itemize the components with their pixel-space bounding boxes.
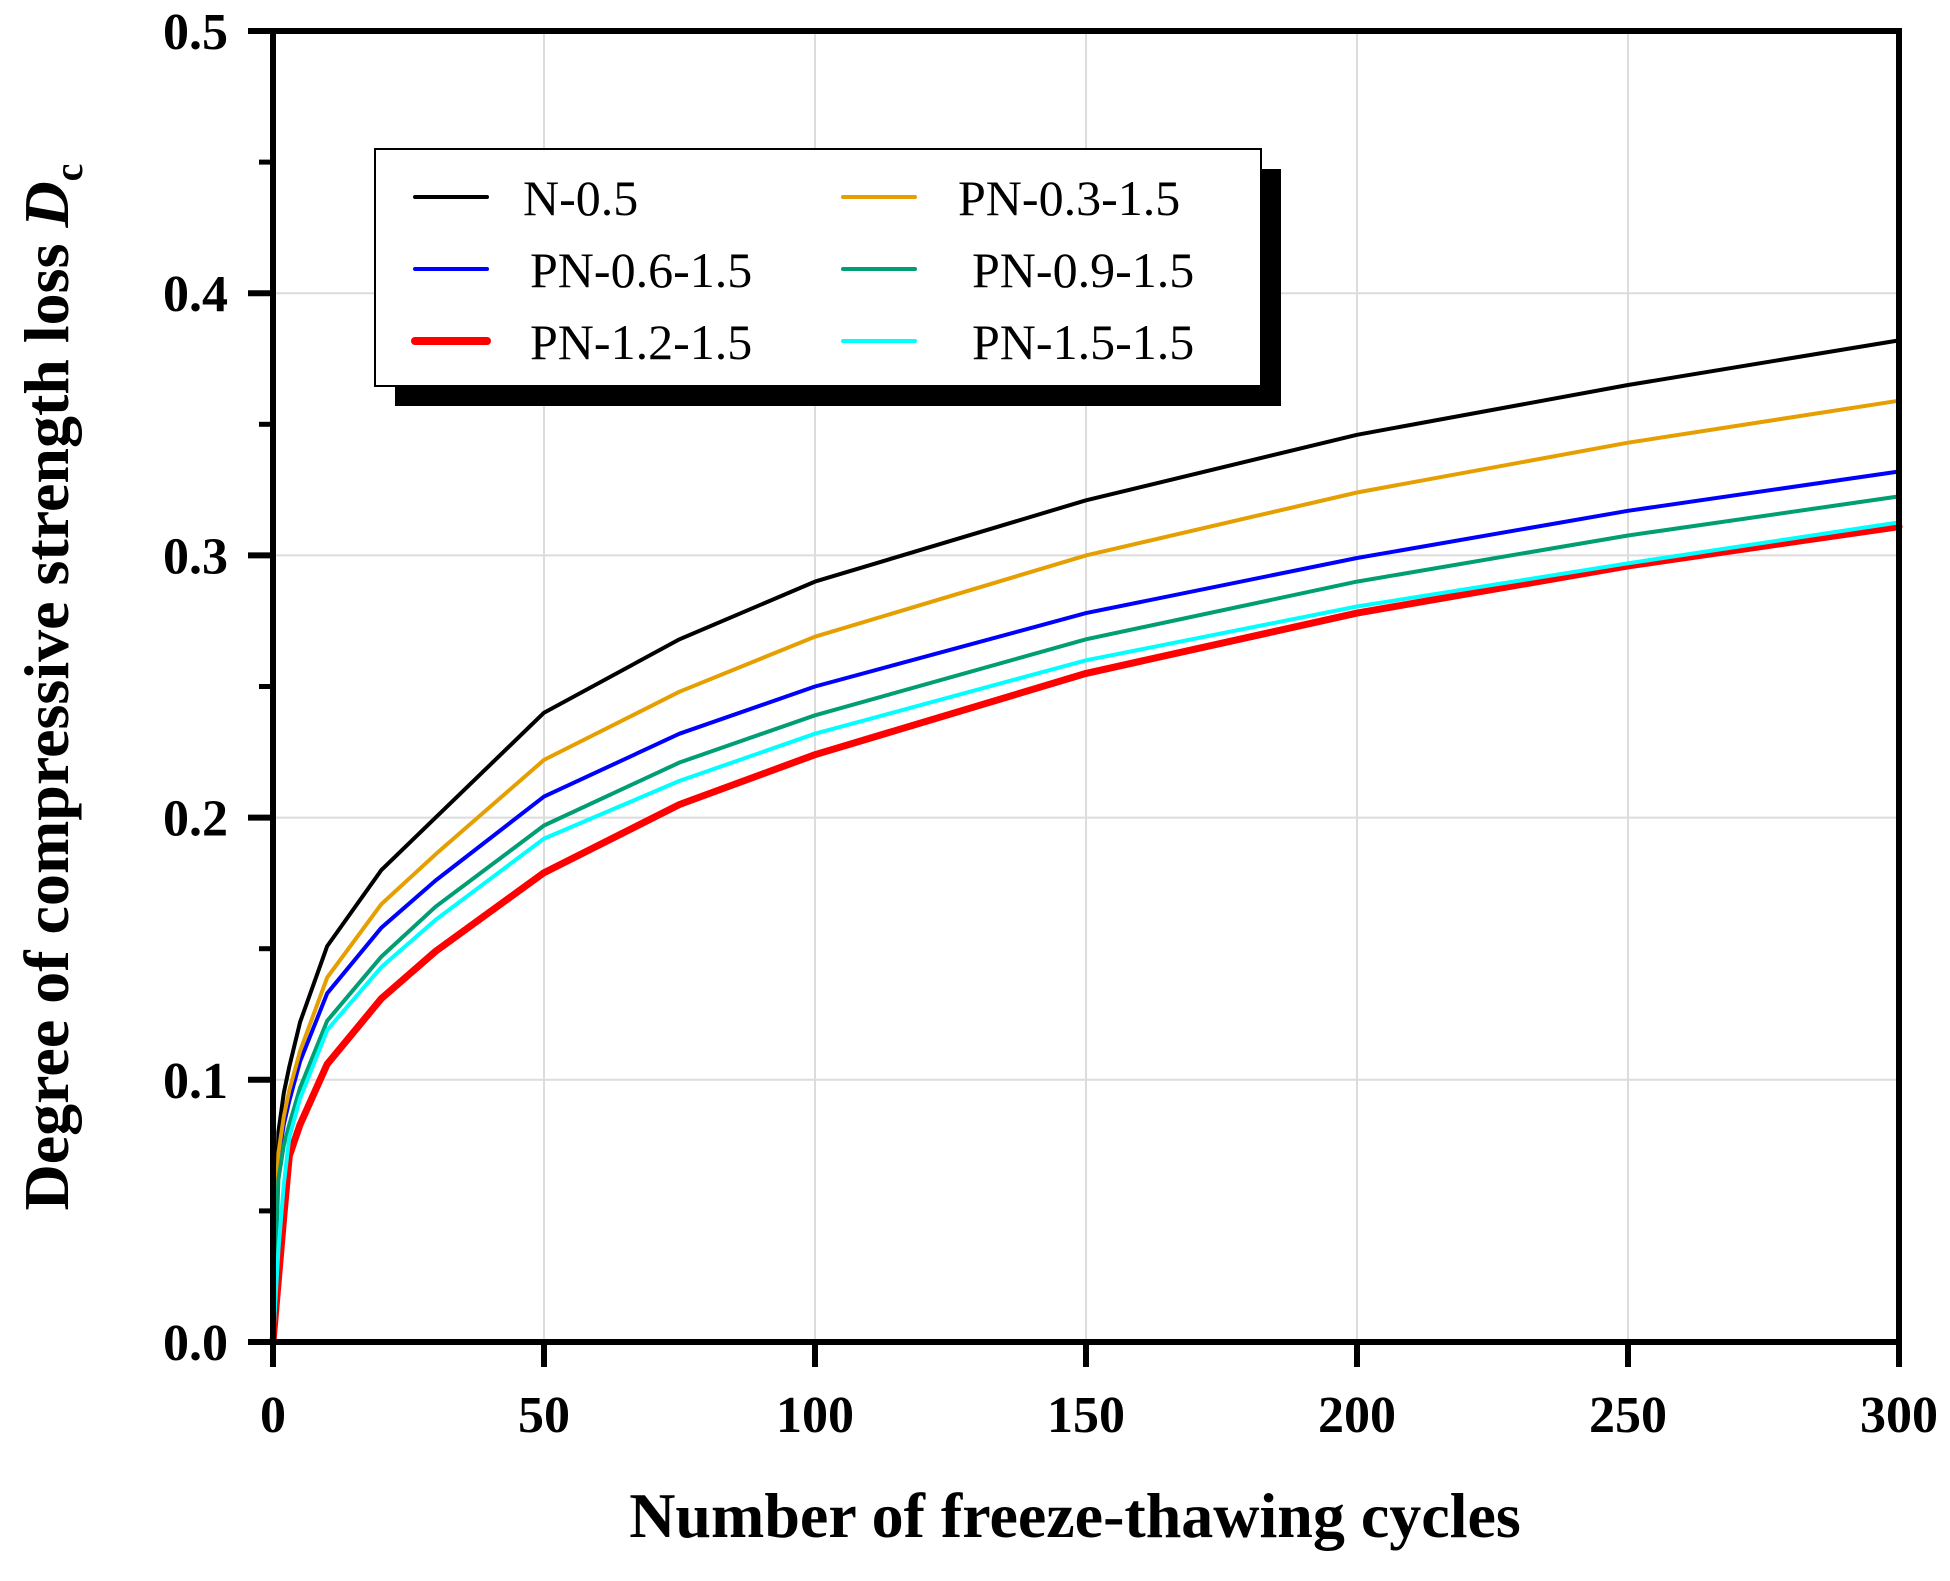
legend-label: PN-0.6-1.5: [530, 242, 752, 298]
legend-item: N-0.5: [413, 170, 638, 226]
x-tick-label: 100: [776, 1387, 854, 1444]
series-line-pn-1-5-1-5: [271, 520, 1901, 1344]
x-tick-label: 250: [1589, 1387, 1667, 1444]
series-line-pn-1-2-1-5: [269, 523, 1903, 1346]
series-lines: [269, 338, 1903, 1346]
legend-item: PN-0.9-1.5: [841, 242, 1194, 298]
legend-box: [374, 148, 1262, 387]
legend: N-0.5 PN-0.6-1.5 PN-1.2-1.5 PN-0.3-1.5 PN-0.…: [374, 148, 1281, 406]
legend-label: N-0.5: [523, 170, 638, 226]
y-tick-label: 0.5: [163, 4, 228, 61]
series-line-pn-0-3-1-5: [271, 398, 1901, 1344]
legend-label: PN-1.5-1.5: [972, 314, 1194, 370]
legend-item: PN-0.3-1.5: [841, 170, 1180, 226]
series-line-n-0-5: [271, 338, 1901, 1344]
y-axis-title: Degree of compressive strength loss Dc: [11, 164, 91, 1211]
y-tick-label: 0.1: [163, 1053, 228, 1110]
legend-label: PN-0.3-1.5: [958, 170, 1180, 226]
legend-item: PN-1.2-1.5: [411, 314, 752, 370]
y-axis-title-symbol: D: [11, 181, 82, 228]
y-axis-ticks: 0.0 0.1 0.2 0.3 0.4 0.5: [163, 4, 273, 1372]
y-tick-label: 0.0: [163, 1315, 228, 1372]
x-tick-label: 50: [518, 1387, 570, 1444]
y-tick-label: 0.4: [163, 266, 228, 323]
x-tick-label: 200: [1318, 1387, 1396, 1444]
y-axis-title-subscript: c: [46, 164, 91, 182]
series-line-pn-0-9-1-5: [271, 494, 1901, 1344]
x-tick-label: 0: [260, 1387, 286, 1444]
y-tick-label: 0.3: [163, 528, 228, 585]
x-tick-label: 150: [1047, 1387, 1125, 1444]
x-axis-title: Number of freeze-thawing cycles: [629, 1480, 1521, 1551]
legend-label: PN-0.9-1.5: [972, 242, 1194, 298]
legend-label: PN-1.2-1.5: [530, 314, 752, 370]
x-axis-ticks: 0 50 100 150 200 250 300: [260, 1342, 1938, 1444]
legend-item: PN-0.6-1.5: [413, 242, 752, 298]
x-tick-label: 300: [1860, 1387, 1938, 1444]
legend-item: PN-1.5-1.5: [841, 314, 1194, 370]
y-axis-title-text: Degree of compressive strength loss: [11, 228, 82, 1211]
y-tick-label: 0.2: [163, 791, 228, 848]
